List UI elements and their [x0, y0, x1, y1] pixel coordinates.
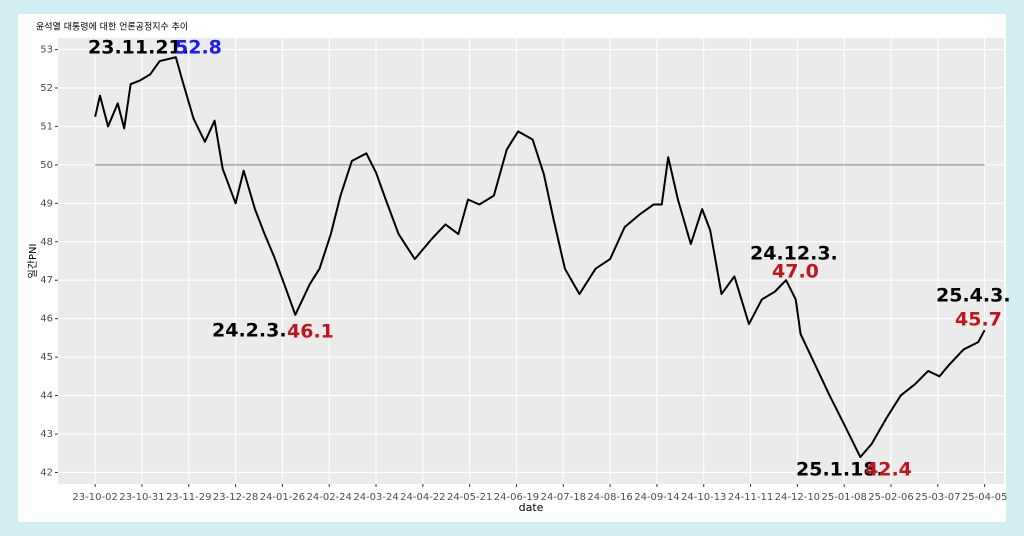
x-tick-label: 25-02-06 [868, 492, 913, 503]
x-tick-label: 24-11-11 [728, 492, 773, 503]
x-tick-label: 24-10-13 [681, 492, 726, 503]
y-tick-label: 43 [40, 429, 53, 440]
y-tick-label: 42 [40, 467, 53, 478]
y-tick-label: 44 [40, 391, 53, 402]
y-axis-label: 일간PNI [27, 244, 39, 279]
annotation-date: 25.4.3. [936, 285, 1011, 307]
x-tick-label: 24-06-19 [494, 492, 539, 503]
chart-title: 윤석열 대통령에 대한 언론공정지수 추이 [36, 21, 188, 33]
y-tick-label: 52 [40, 83, 53, 94]
x-tick-label: 25-01-08 [821, 492, 866, 503]
y-tick-label: 50 [40, 160, 53, 171]
y-tick-label: 46 [40, 314, 53, 325]
labels: 42 43 44 45 46 47 48 49 50 51 52 53 23-10-02 23-10-31… [40, 37, 1010, 504]
grid [55, 38, 1004, 487]
x-tick-label: 24-01-26 [260, 492, 305, 503]
y-tick-label: 49 [40, 198, 53, 209]
x-tick-label: 23-11-29 [166, 492, 211, 503]
annotation-date: 25.1.18. [796, 459, 884, 481]
x-tick-label: 24-03-24 [353, 492, 398, 503]
x-tick-label: 25-03-07 [915, 492, 960, 503]
annotation-value: 42.4 [865, 459, 912, 481]
x-tick-label: 23-10-02 [72, 492, 117, 503]
y-tick-label: 53 [40, 45, 53, 56]
annotation-date: 24.12.3. [750, 243, 838, 265]
marks [94, 56, 986, 459]
x-tick-label: 24-08-16 [587, 492, 632, 503]
annotation-date: 23.11.21. [88, 37, 189, 59]
plot-panel [58, 38, 1004, 484]
x-tick-label: 24-12-10 [775, 492, 820, 503]
annotation-value: 45.7 [955, 309, 1002, 331]
annotation-value: 46.1 [287, 321, 334, 343]
y-tick-label: 47 [40, 275, 53, 286]
x-tick-label: 23-10-31 [119, 492, 164, 503]
x-tick-label: 24-02-24 [307, 492, 352, 503]
y-tick-label: 48 [40, 237, 53, 248]
y-tick-label: 45 [40, 352, 53, 363]
annotation-date: 24.2.3. [212, 320, 287, 342]
x-tick-label: 24-05-21 [447, 492, 492, 503]
x-tick-label: 23-12-28 [213, 492, 258, 503]
x-axis-label: date [519, 501, 544, 514]
annotation-value: 52.8 [175, 37, 222, 59]
line-series [94, 56, 986, 459]
x-tick-label: 25-04-05 [962, 492, 1007, 503]
annotation-value: 47.0 [772, 261, 819, 283]
y-tick-label: 51 [40, 121, 53, 132]
x-tick-label: 24-07-18 [541, 492, 586, 503]
x-tick-label: 24-09-14 [634, 492, 679, 503]
x-tick-label: 24-04-22 [400, 492, 445, 503]
